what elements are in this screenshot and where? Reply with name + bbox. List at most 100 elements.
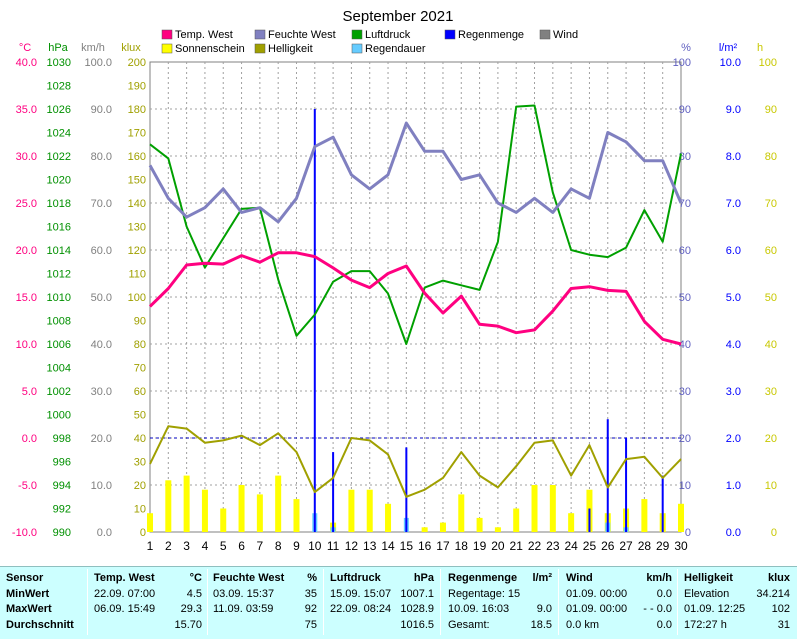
sunshine-bar bbox=[531, 485, 538, 532]
x-tick-label: 6 bbox=[238, 539, 245, 553]
temp-axis-unit: °C bbox=[19, 42, 31, 54]
stats-separator bbox=[440, 569, 441, 635]
lux-axis-tick: 190 bbox=[128, 81, 146, 93]
stats-rain-max-time: 10.09. 16:03 bbox=[448, 603, 510, 615]
stats-wind-min-val: 0.0 bbox=[656, 587, 672, 600]
x-tick-label: 24 bbox=[564, 539, 578, 553]
rain-amount-bar bbox=[313, 109, 316, 532]
legend-label-1: Feuchte West bbox=[268, 29, 336, 41]
stats-rain-rainydays: Regentage: 15 bbox=[448, 587, 521, 600]
lux-axis-tick: 110 bbox=[128, 269, 146, 281]
sunshine-bar bbox=[348, 489, 355, 532]
x-tick-label: 2 bbox=[165, 539, 172, 553]
rain-amount-bar bbox=[661, 475, 664, 532]
stats-temp-min-time: 22.09. 07:00 bbox=[94, 587, 156, 600]
lux-axis-tick: 200 bbox=[128, 57, 146, 69]
wind-axis-tick: 80.0 bbox=[91, 151, 112, 163]
temperature-line bbox=[148, 251, 682, 346]
lux-axis-tick: 40 bbox=[134, 433, 146, 445]
temp-axis-tick: 0.0 bbox=[22, 433, 37, 445]
sunshine-bar bbox=[183, 475, 190, 532]
stats-hum-min-time: 03.09. 15:37 bbox=[213, 587, 275, 600]
chart-legend: Temp. West Feuchte West Luftdruck Regenmeng… bbox=[161, 29, 578, 55]
wind-axis-tick: 20.0 bbox=[91, 433, 112, 445]
lux-axis-tick: 50 bbox=[134, 410, 146, 422]
stats-temp: Temp. West °C 22.09. 07:00 4.5 06.09. 15:4… bbox=[94, 571, 202, 637]
press-axis-tick: 1008 bbox=[47, 316, 71, 328]
temp-axis-tick: 35.0 bbox=[16, 104, 37, 116]
stats-separator bbox=[207, 569, 208, 635]
rain-axis-tick: 3.0 bbox=[726, 386, 741, 398]
legend-label-2: Luftdruck bbox=[365, 29, 411, 41]
chart-title: September 2021 bbox=[343, 8, 454, 25]
stats-lux-title: Helligkeit bbox=[684, 572, 733, 584]
rain-amount-bar bbox=[405, 447, 408, 532]
stats-hum: Feuchte West% 03.09. 15:37 35 11.09. 03:5… bbox=[213, 571, 317, 637]
press-axis-unit: hPa bbox=[48, 42, 68, 54]
sun-axis-tick: 60 bbox=[765, 245, 777, 257]
x-tick-label: 9 bbox=[293, 539, 300, 553]
stats-lux-avg: 31 bbox=[777, 618, 790, 631]
lux-axis-tick: 170 bbox=[128, 128, 146, 140]
x-tick-label: 18 bbox=[455, 539, 469, 553]
stats-press-title: Luftdruck bbox=[330, 572, 381, 584]
rain-axis-tick: 1.0 bbox=[726, 480, 741, 492]
stats-temp-unit: °C bbox=[189, 572, 202, 584]
lux-axis-tick: 130 bbox=[128, 222, 146, 234]
x-tick-label: 8 bbox=[275, 539, 282, 553]
lux-axis-tick: 60 bbox=[134, 386, 146, 398]
x-tick-label: 12 bbox=[345, 539, 359, 553]
rain-axis-tick: 4.0 bbox=[726, 339, 741, 351]
rain-axis-tick: 0.0 bbox=[726, 527, 741, 539]
stats-press-min-val: 1007.1 bbox=[400, 587, 434, 600]
sunshine-bar bbox=[678, 503, 684, 532]
stats-hum-avg: 75 bbox=[304, 618, 317, 631]
rain-amount-bar bbox=[332, 452, 335, 532]
x-tick-label: 13 bbox=[363, 539, 377, 553]
rain-axis-tick: 7.0 bbox=[726, 198, 741, 210]
stats-rowlabels: Sensor MinWert MaxWert Durchschnitt bbox=[6, 571, 84, 637]
sun-axis-tick: 100 bbox=[759, 57, 777, 69]
stats-hum-min-val: 35 bbox=[304, 587, 317, 600]
legend-swatch-2 bbox=[351, 29, 363, 40]
sun-axis-tick: 80 bbox=[765, 151, 777, 163]
lux-axis-tick: 160 bbox=[128, 151, 146, 163]
stats-temp-max-time: 06.09. 15:49 bbox=[94, 603, 156, 615]
wind-axis-tick: 50.0 bbox=[91, 292, 112, 304]
sun-axis-tick: 40 bbox=[765, 339, 777, 351]
stats-lux-elevation-label: Elevation bbox=[684, 587, 730, 600]
press-axis-tick: 1024 bbox=[47, 128, 71, 140]
lux-axis-tick: 150 bbox=[128, 175, 146, 187]
stats-wind-avg: 0.0 bbox=[656, 618, 672, 631]
legend-swatch-3 bbox=[444, 29, 456, 40]
temp-axis-tick: 15.0 bbox=[16, 292, 37, 304]
rain-axis-tick: 6.0 bbox=[726, 245, 741, 257]
stats-wind-title: Wind bbox=[566, 572, 593, 584]
x-tick-label: 11 bbox=[327, 539, 340, 553]
x-tick-label: 26 bbox=[601, 539, 615, 553]
sunshine-bar bbox=[641, 499, 648, 532]
brightness-line bbox=[149, 425, 682, 498]
sunshine-bar bbox=[513, 508, 520, 532]
lux-axis-tick: 70 bbox=[134, 363, 146, 375]
temp-axis-tick: -5.0 bbox=[18, 480, 37, 492]
lux-axis-tick: 140 bbox=[128, 198, 146, 210]
x-tick-label: 21 bbox=[510, 539, 524, 553]
x-tick-label: 7 bbox=[257, 539, 264, 553]
sun-axis-tick: 30 bbox=[765, 386, 777, 398]
press-axis-tick: 1010 bbox=[47, 292, 71, 304]
stats-hum-max-time: 11.09. 03:59 bbox=[213, 603, 274, 615]
stats-rain-unit: l/m² bbox=[532, 572, 552, 584]
stats-label-avg: Durchschnitt bbox=[6, 618, 74, 631]
stats-hum-unit: % bbox=[307, 572, 317, 584]
sunshine-bar bbox=[421, 527, 428, 532]
stats-temp-max-val: 29.3 bbox=[180, 603, 202, 615]
press-axis-tick: 1014 bbox=[47, 245, 71, 257]
stats-label-max: MaxWert bbox=[6, 603, 52, 615]
stats-lux-elevation-val: 34.214 bbox=[756, 587, 790, 600]
press-axis-tick: 1028 bbox=[47, 81, 71, 93]
x-tick-label: 25 bbox=[583, 539, 597, 553]
stats-label-sensor: Sensor bbox=[6, 572, 44, 584]
press-axis-tick: 1020 bbox=[47, 175, 71, 187]
lux-axis-tick: 90 bbox=[134, 316, 146, 328]
